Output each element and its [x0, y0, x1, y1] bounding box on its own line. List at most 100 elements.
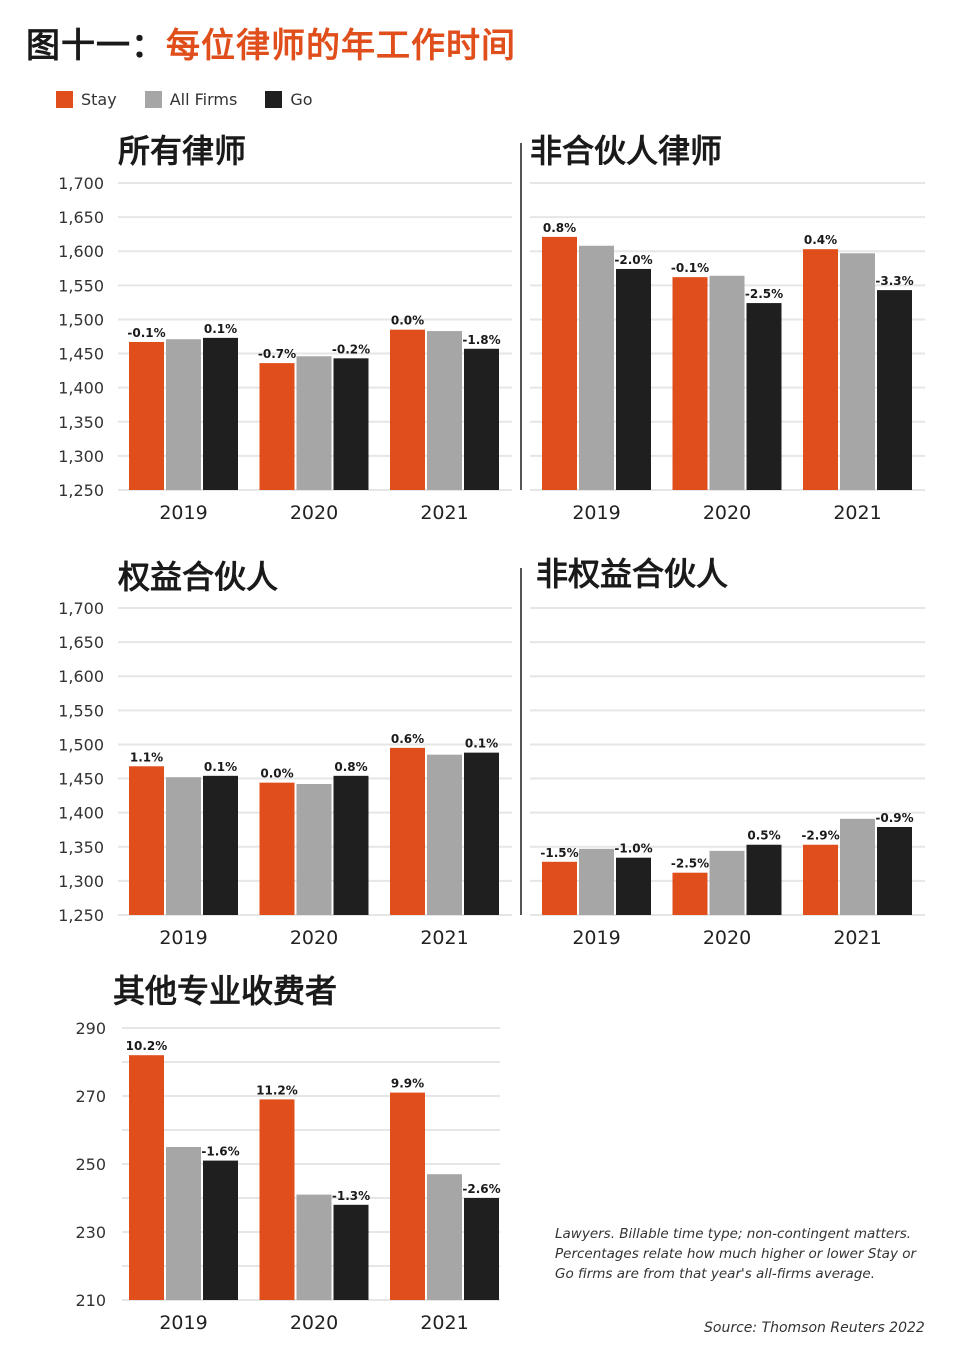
- bar-all-firms: [166, 777, 201, 915]
- legend-label-go: Go: [290, 90, 313, 109]
- bar-value-label: -2.5%: [745, 287, 783, 301]
- bar-all-firms: [166, 1147, 201, 1300]
- legend-label-stay: Stay: [81, 90, 117, 109]
- bar-go: [333, 1204, 369, 1300]
- bar-value-label: 0.0%: [391, 314, 424, 328]
- bar-stay: [542, 236, 577, 490]
- bar-stay: [390, 747, 425, 915]
- y-tick-label: 1,350: [58, 838, 104, 857]
- legend-item-go: Go: [265, 90, 313, 109]
- bar-go: [877, 290, 912, 490]
- bar-value-label: 0.1%: [204, 322, 237, 336]
- y-tick-label: 1,650: [58, 633, 104, 652]
- bar-go: [616, 268, 651, 490]
- footnote: Lawyers. Billable time type; non-conting…: [555, 1226, 917, 1282]
- y-tick-label: 1,500: [58, 735, 104, 754]
- bar-value-label: -2.0%: [614, 253, 652, 267]
- bar-value-label: -0.7%: [258, 347, 296, 361]
- y-tick-label: 1,700: [58, 174, 104, 193]
- legend-swatch-all-firms: [144, 91, 162, 108]
- bar-value-label: 1.1%: [130, 750, 163, 764]
- bar-all-firms: [296, 784, 332, 915]
- bar-stay: [129, 766, 164, 915]
- bar-stay: [129, 341, 164, 490]
- bar-stay: [259, 1099, 295, 1300]
- bar-all-firms: [709, 850, 745, 915]
- y-tick-label: 1,550: [58, 276, 104, 295]
- legend-label-all-firms: All Firms: [169, 90, 238, 109]
- x-category-label: 2021: [420, 927, 468, 949]
- bar-go: [203, 775, 238, 915]
- bar-go: [333, 775, 369, 915]
- bar-go: [203, 337, 238, 490]
- bar-all-firms: [166, 339, 201, 490]
- x-category-label: 2019: [159, 927, 207, 949]
- bar-go: [333, 358, 369, 490]
- y-tick-label: 1,300: [58, 872, 104, 891]
- x-category-label: 2019: [159, 1312, 207, 1334]
- bar-value-label: -1.3%: [332, 1189, 370, 1203]
- bar-go: [203, 1160, 238, 1300]
- bar-value-label: -1.6%: [201, 1145, 239, 1159]
- bar-value-label: 0.6%: [391, 732, 424, 746]
- bar-all-firms: [427, 1174, 462, 1300]
- bar-stay: [129, 1055, 164, 1300]
- y-tick-label: 290: [75, 1019, 106, 1038]
- bar-go: [464, 348, 499, 490]
- panel-title: 权益合伙人: [117, 558, 278, 596]
- bar-go: [616, 857, 651, 915]
- legend: Stay All Firms Go: [56, 90, 313, 109]
- y-tick-label: 1,600: [58, 242, 104, 261]
- bar-value-label: -3.3%: [875, 274, 913, 288]
- bar-value-label: -2.6%: [462, 1182, 500, 1196]
- bar-value-label: 0.4%: [804, 233, 837, 247]
- bar-value-label: -0.9%: [875, 811, 913, 825]
- bar-stay: [259, 782, 295, 915]
- bar-stay: [390, 329, 425, 490]
- x-category-label: 2021: [420, 502, 468, 524]
- y-tick-label: 1,400: [58, 804, 104, 823]
- x-category-label: 2020: [703, 927, 751, 949]
- bar-all-firms: [840, 253, 875, 490]
- x-category-label: 2019: [159, 502, 207, 524]
- x-category-label: 2020: [703, 502, 751, 524]
- bar-value-label: -2.5%: [671, 857, 709, 871]
- bar-value-label: 9.9%: [391, 1077, 424, 1091]
- y-tick-label: 270: [75, 1087, 106, 1106]
- y-tick-label: 1,500: [58, 310, 104, 329]
- bar-all-firms: [709, 275, 745, 490]
- bar-all-firms: [296, 1194, 332, 1300]
- bar-value-label: 10.2%: [126, 1039, 168, 1053]
- y-tick-label: 1,250: [58, 906, 104, 925]
- x-category-label: 2021: [420, 1312, 468, 1334]
- y-tick-label: 1,300: [58, 447, 104, 466]
- bar-all-firms: [427, 331, 462, 490]
- bar-all-firms: [579, 245, 614, 490]
- bar-stay: [259, 363, 295, 490]
- bar-value-label: 0.1%: [204, 760, 237, 774]
- x-category-label: 2019: [572, 502, 620, 524]
- legend-item-all-firms: All Firms: [144, 90, 238, 109]
- bar-stay: [542, 861, 577, 915]
- bar-stay: [672, 277, 708, 490]
- y-tick-label: 1,400: [58, 379, 104, 398]
- bar-value-label: 0.5%: [747, 829, 780, 843]
- figure-title: 图十一：每位律师的年工作时间: [26, 18, 516, 67]
- bar-go: [746, 844, 782, 915]
- bar-stay: [390, 1092, 425, 1300]
- bar-value-label: -1.0%: [614, 842, 652, 856]
- panel-title: 非合伙人律师: [530, 132, 722, 170]
- legend-swatch-stay: [56, 91, 73, 108]
- y-tick-label: 1,450: [58, 770, 104, 789]
- figure-number: 图十一：: [26, 26, 166, 66]
- bar-value-label: -0.1%: [127, 326, 165, 340]
- y-tick-label: 1,450: [58, 345, 104, 364]
- bar-value-label: -2.9%: [801, 829, 839, 843]
- panel-title: 非权益合伙人: [536, 555, 728, 593]
- bar-go: [464, 752, 499, 915]
- legend-item-stay: Stay: [56, 90, 117, 109]
- x-category-label: 2020: [290, 927, 338, 949]
- y-tick-label: 250: [75, 1155, 106, 1174]
- y-tick-label: 1,650: [58, 208, 104, 227]
- figure-title-text: 每位律师的年工作时间: [166, 26, 516, 66]
